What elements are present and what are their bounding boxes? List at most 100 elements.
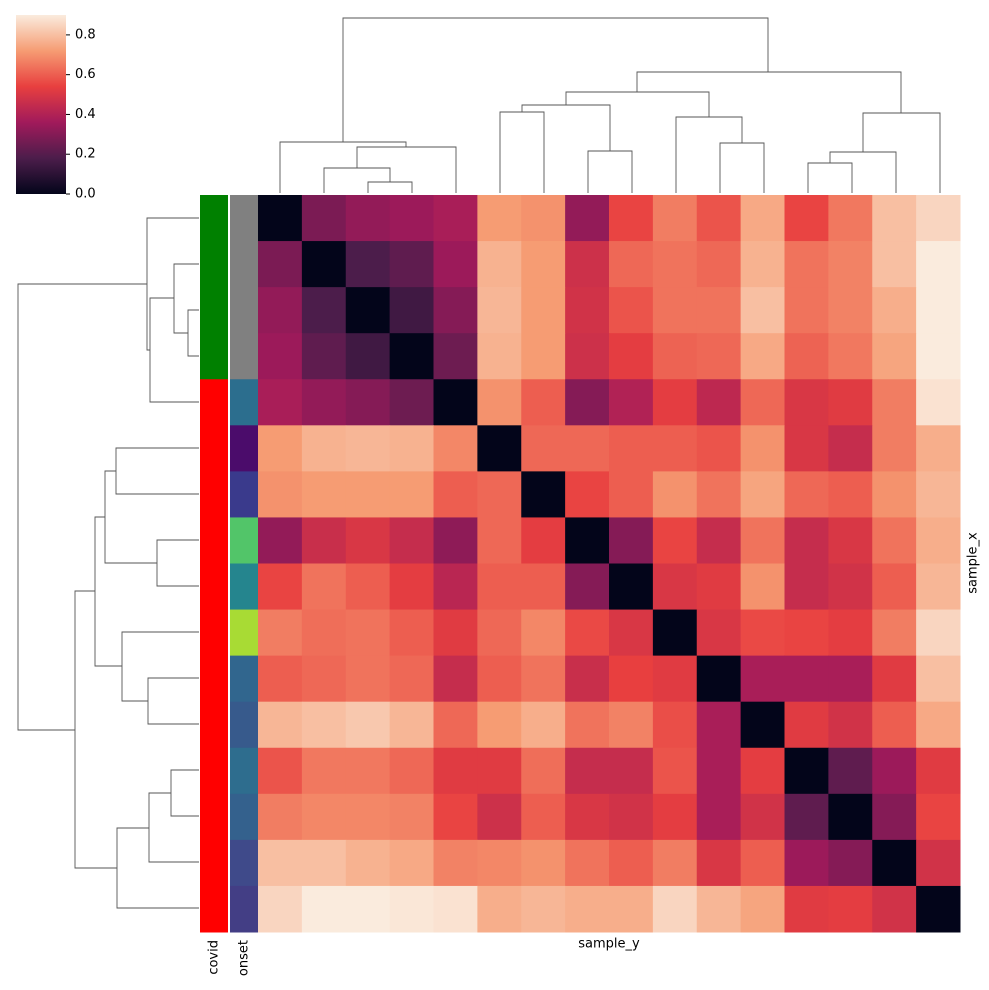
heatmap-cell <box>345 287 391 334</box>
heatmap-cell <box>652 885 698 933</box>
heatmap-cell <box>696 885 742 933</box>
heatmap-cell <box>433 471 478 518</box>
heatmap-cell <box>433 563 478 611</box>
heatmap-cell <box>521 379 566 426</box>
heatmap-cell <box>784 425 829 472</box>
heatmap-cell <box>828 241 873 288</box>
heatmap-cell <box>828 195 873 242</box>
heatmap-cell <box>696 241 742 288</box>
heatmap-cell <box>784 655 829 703</box>
row-color-cell <box>230 793 258 841</box>
row-color-cell <box>230 747 258 795</box>
heatmap-cell <box>477 333 522 380</box>
heatmap-cell <box>652 563 698 611</box>
heatmap-cell <box>916 701 961 749</box>
heatmap-cell <box>609 333 654 380</box>
heatmap-cell <box>389 609 434 657</box>
heatmap-cell <box>301 563 347 611</box>
heatmap-cell <box>696 195 742 242</box>
heatmap-cell <box>609 655 654 703</box>
heatmap-cell <box>916 379 961 426</box>
heatmap-cell <box>345 609 391 657</box>
heatmap-cell <box>258 517 303 564</box>
heatmap-cell <box>477 563 522 611</box>
heatmap-cell <box>477 517 522 564</box>
row-color-cell <box>230 839 258 887</box>
heatmap-cell <box>521 793 566 841</box>
heatmap-cell <box>565 517 610 564</box>
heatmap-cell <box>740 333 785 380</box>
heatmap-cell <box>652 747 698 795</box>
heatmap-cell <box>784 287 829 334</box>
heatmap-cell <box>521 517 566 564</box>
heatmap-cell <box>872 333 917 380</box>
heatmap-cell <box>872 195 917 242</box>
heatmap-cell <box>433 609 478 657</box>
heatmap-cell <box>258 425 303 472</box>
heatmap-cell <box>565 425 610 472</box>
row-color-cell <box>200 287 228 334</box>
heatmap-cell <box>433 517 478 564</box>
heatmap-cell <box>784 333 829 380</box>
heatmap-cell <box>258 701 303 749</box>
heatmap-cell <box>477 425 522 472</box>
heatmap-cell <box>872 747 917 795</box>
row-color-cell <box>200 563 228 611</box>
row-color-cell <box>200 517 228 564</box>
heatmap-cell <box>696 425 742 472</box>
heatmap-cell <box>784 839 829 887</box>
heatmap-cell <box>389 195 434 242</box>
heatmap-cell <box>389 885 434 933</box>
heatmap-cell <box>784 563 829 611</box>
row-color-cell <box>230 333 258 380</box>
colorbar-tick-label: 0.8 <box>75 27 96 42</box>
row-color-cell <box>230 379 258 426</box>
row-color-cell <box>200 333 228 380</box>
heatmap-cell <box>740 379 785 426</box>
heatmap-cell <box>828 379 873 426</box>
heatmap-cell <box>609 241 654 288</box>
heatmap-cell <box>433 655 478 703</box>
heatmap-cell <box>565 609 610 657</box>
heatmap-cell <box>389 425 434 472</box>
heatmap-cell <box>828 563 873 611</box>
heatmap-cell <box>872 563 917 611</box>
row-dendrogram <box>17 217 199 909</box>
heatmap-cell <box>609 793 654 841</box>
heatmap-cell <box>872 517 917 564</box>
heatmap-cell <box>301 241 347 288</box>
heatmap-cell <box>345 195 391 242</box>
heatmap-cell <box>696 609 742 657</box>
heatmap-cell <box>389 793 434 841</box>
heatmap-cell <box>784 379 829 426</box>
colorbar-tick-label: 0.0 <box>75 187 96 202</box>
heatmap-cell <box>609 517 654 564</box>
heatmap-cell <box>828 747 873 795</box>
heatmap-cell <box>565 655 610 703</box>
heatmap-cell <box>652 379 698 426</box>
row-color-cell <box>200 241 228 288</box>
heatmap-cell <box>696 747 742 795</box>
heatmap-cell <box>872 379 917 426</box>
heatmap-cell <box>521 747 566 795</box>
heatmap-cell <box>521 885 566 933</box>
row-color-cell <box>230 885 258 933</box>
y-axis-label: sample_x <box>966 532 981 594</box>
heatmap-cell <box>521 839 566 887</box>
heatmap-cell <box>477 195 522 242</box>
heatmap-cell <box>740 793 785 841</box>
row-color-cell <box>230 241 258 288</box>
heatmap-cell <box>696 793 742 841</box>
heatmap-cell <box>301 287 347 334</box>
row-color-cell <box>200 839 228 887</box>
heatmap-cell <box>652 241 698 288</box>
heatmap-cell <box>872 609 917 657</box>
heatmap-cell <box>609 195 654 242</box>
heatmap-cell <box>345 839 391 887</box>
heatmap-cell <box>258 747 303 795</box>
heatmap-cell <box>345 747 391 795</box>
heatmap-cell <box>916 655 961 703</box>
heatmap-cell <box>565 287 610 334</box>
heatmap-cell <box>740 655 785 703</box>
heatmap-cell <box>609 425 654 472</box>
